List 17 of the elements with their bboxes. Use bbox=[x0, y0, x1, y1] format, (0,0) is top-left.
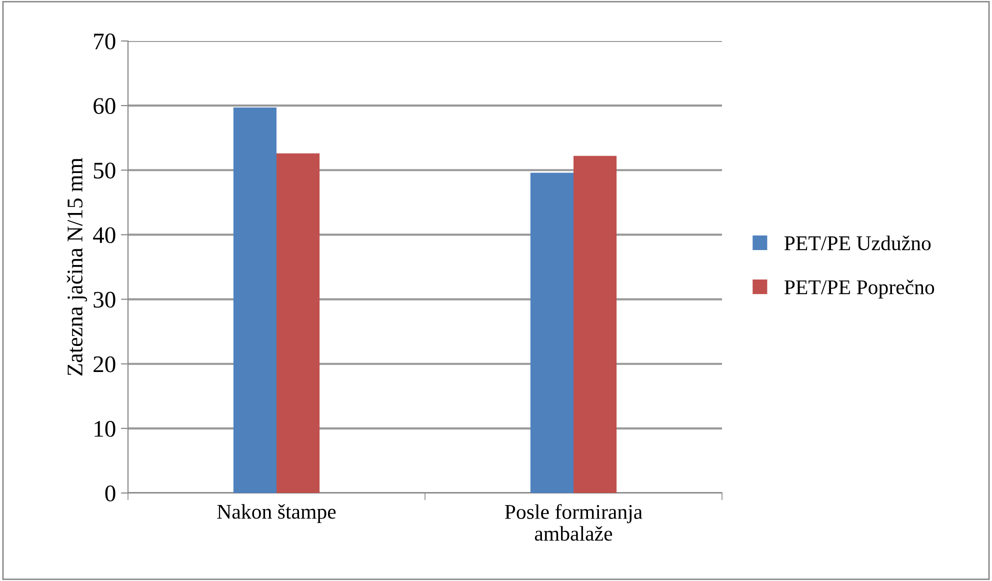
bar bbox=[276, 153, 320, 493]
bar bbox=[574, 156, 617, 493]
y-tick-label: 70 bbox=[94, 33, 116, 50]
x-tick-label: Posle formiranja ambalaže bbox=[504, 504, 642, 541]
y-tick-label: 30 bbox=[94, 292, 116, 308]
y-tick-label: 40 bbox=[93, 227, 116, 244]
y-tick-label: 20 bbox=[94, 356, 116, 372]
bar bbox=[233, 108, 276, 493]
y-tick-label: 60 bbox=[94, 98, 116, 114]
y-axis-title: Zatezna jačina N/15 mm bbox=[66, 158, 88, 376]
x-tick-label: Nakon štampe bbox=[217, 504, 336, 524]
legend-label: PET/PE Uzdužno bbox=[784, 236, 931, 250]
bar bbox=[530, 172, 574, 493]
y-tick-label: 10 bbox=[94, 420, 116, 437]
legend-label: PET/PE Poprečno bbox=[784, 280, 934, 299]
y-tick-label: 50 bbox=[94, 162, 116, 179]
y-tick-label: 0 bbox=[105, 485, 116, 502]
